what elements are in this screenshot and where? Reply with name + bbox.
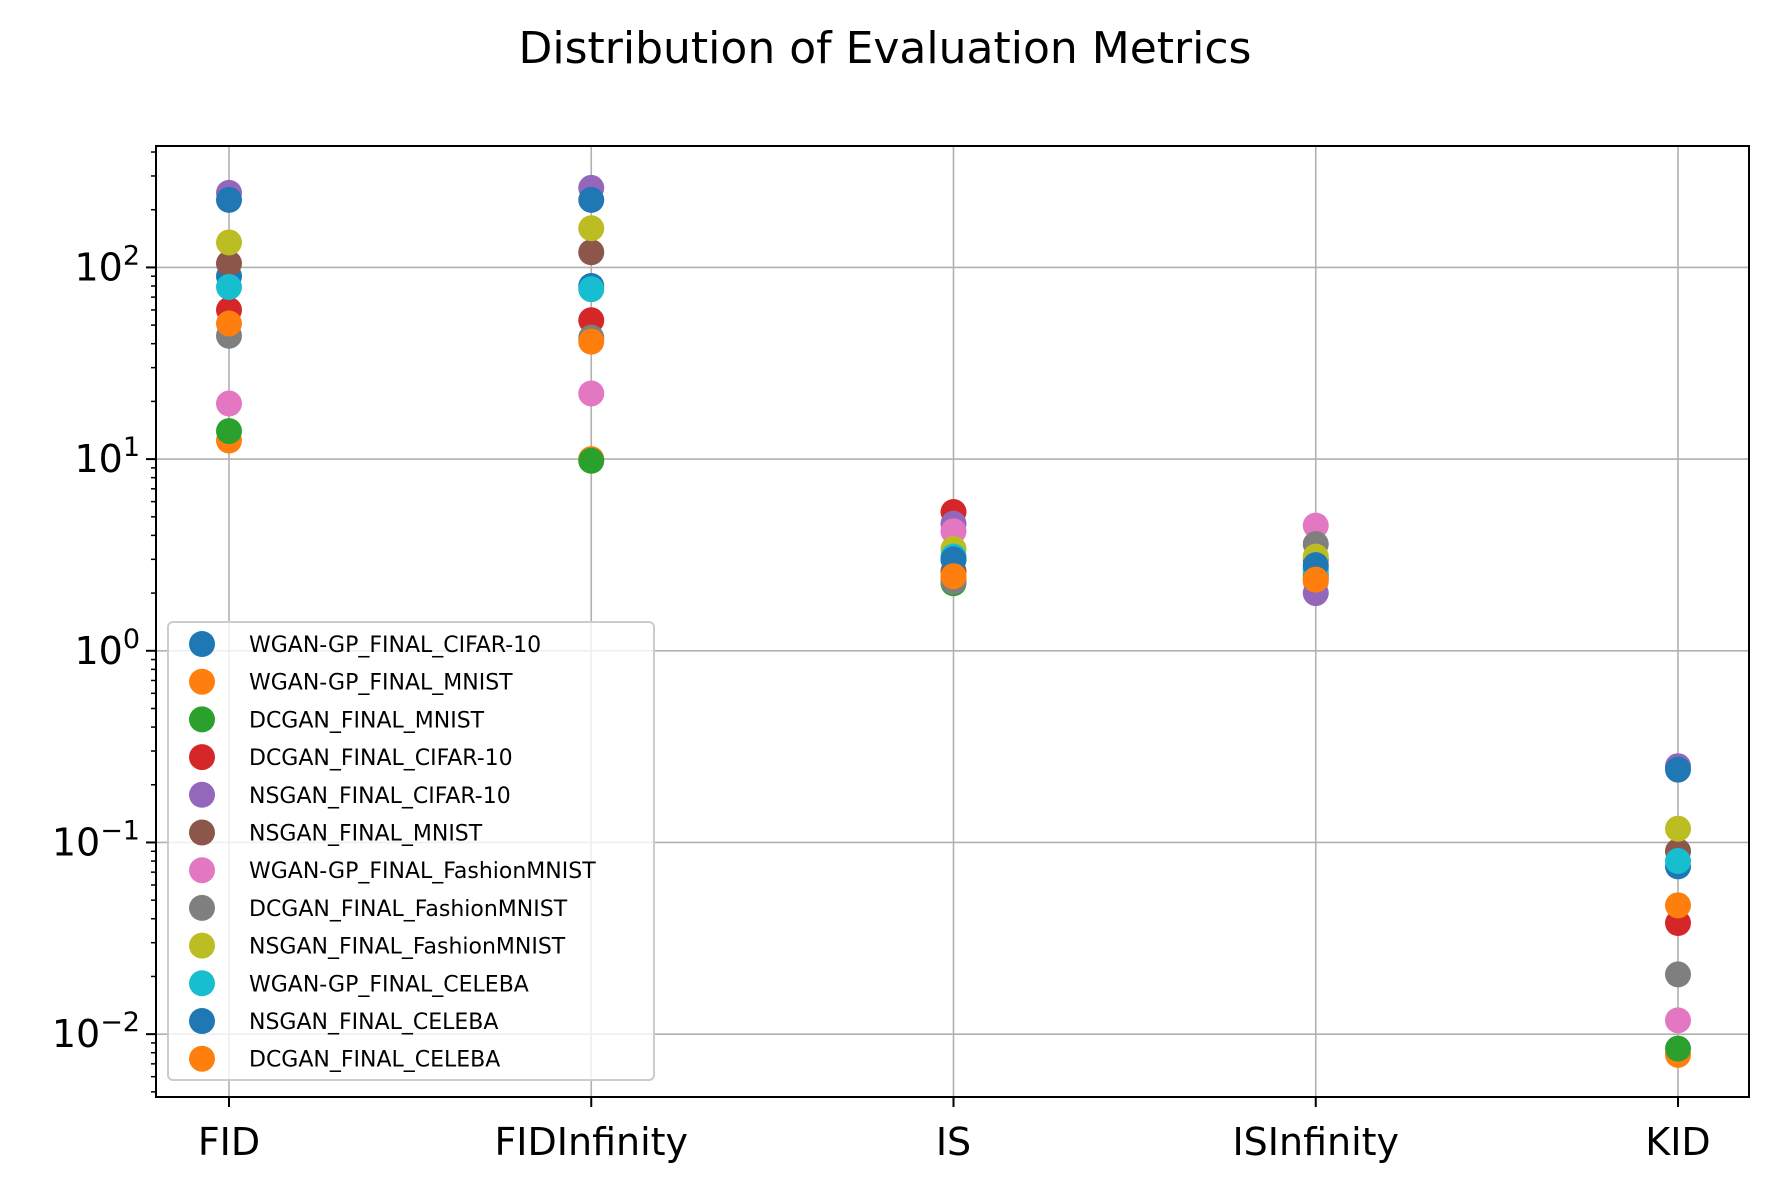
- data-point: [216, 274, 242, 301]
- x-tick-label: FIDInfinity: [494, 1120, 688, 1164]
- axes: FID FIDInfinity IS ISInfinity KID 10−2 10−1 100…: [52, 151, 1711, 1164]
- data-point: [578, 328, 605, 355]
- y-tick-label: 101: [74, 432, 140, 481]
- legend-label: DCGAN_FINAL_FashionMNIST: [249, 897, 568, 922]
- data-point: [1665, 1035, 1691, 1062]
- legend-label: WGAN-GP_FINAL_CELEBA: [249, 972, 529, 997]
- data-point: [216, 250, 242, 277]
- legend-marker: [189, 668, 215, 695]
- data-point: [578, 447, 605, 474]
- y-tick-label: 10−1: [52, 815, 140, 864]
- legend-label: NSGAN_FINAL_CELEBA: [249, 1010, 498, 1035]
- legend-label: DCGAN_FINAL_CIFAR-10: [249, 746, 513, 771]
- data-point: [578, 276, 605, 303]
- legend-marker: [189, 1045, 215, 1072]
- x-tick-label: KID: [1645, 1120, 1710, 1164]
- data-point: [1665, 756, 1691, 783]
- legend-marker: [189, 631, 215, 657]
- data-points: [216, 174, 1691, 1068]
- legend: WGAN-GP_FINAL_CIFAR-10 WGAN-GP_FINAL_MNIS…: [167, 621, 655, 1081]
- x-tick-label: ISInfinity: [1232, 1120, 1399, 1164]
- data-point: [216, 229, 242, 256]
- y-tick-label: 100: [74, 624, 140, 673]
- data-point: [1665, 892, 1691, 919]
- data-point: [1665, 1007, 1691, 1034]
- data-point: [1665, 815, 1691, 842]
- legend-label: DCGAN_FINAL_MNIST: [249, 708, 485, 733]
- legend-label: NSGAN_FINAL_MNIST: [249, 822, 483, 847]
- legend-marker: [189, 781, 215, 808]
- data-point: [216, 186, 242, 213]
- legend-marker: [189, 1008, 215, 1034]
- legend-box: [167, 621, 655, 1081]
- legend-label: DCGAN_FINAL_CELEBA: [249, 1048, 500, 1073]
- data-point: [216, 390, 242, 417]
- legend-label: WGAN-GP_FINAL_MNIST: [249, 671, 513, 696]
- y-tick-label: 102: [74, 240, 140, 289]
- legend-marker: [189, 706, 215, 733]
- data-point: [1302, 566, 1329, 593]
- data-point: [1302, 512, 1329, 539]
- data-point: [216, 310, 242, 337]
- data-point: [578, 239, 605, 266]
- legend-marker: [189, 744, 215, 771]
- data-point: [216, 418, 242, 445]
- data-point: [578, 380, 605, 407]
- legend-label: NSGAN_FINAL_FashionMNIST: [249, 935, 566, 960]
- data-point: [1665, 848, 1691, 875]
- x-tick-label: FID: [198, 1120, 260, 1164]
- x-tick-label: IS: [936, 1120, 971, 1164]
- legend-marker: [189, 857, 215, 884]
- data-point: [578, 215, 605, 242]
- legend-label: NSGAN_FINAL_CIFAR-10: [249, 784, 511, 809]
- legend-marker: [189, 819, 215, 846]
- data-point: [578, 186, 605, 213]
- legend-marker: [189, 970, 215, 997]
- data-point: [1665, 961, 1691, 988]
- chart-title: Distribution of Evaluation Metrics: [519, 23, 1252, 74]
- legend-label: WGAN-GP_FINAL_FashionMNIST: [249, 859, 596, 884]
- legend-label: WGAN-GP_FINAL_CIFAR-10: [249, 633, 541, 658]
- data-point: [940, 563, 967, 590]
- legend-marker: [189, 932, 215, 959]
- legend-marker: [189, 894, 215, 921]
- y-tick-label: 10−2: [52, 1007, 140, 1056]
